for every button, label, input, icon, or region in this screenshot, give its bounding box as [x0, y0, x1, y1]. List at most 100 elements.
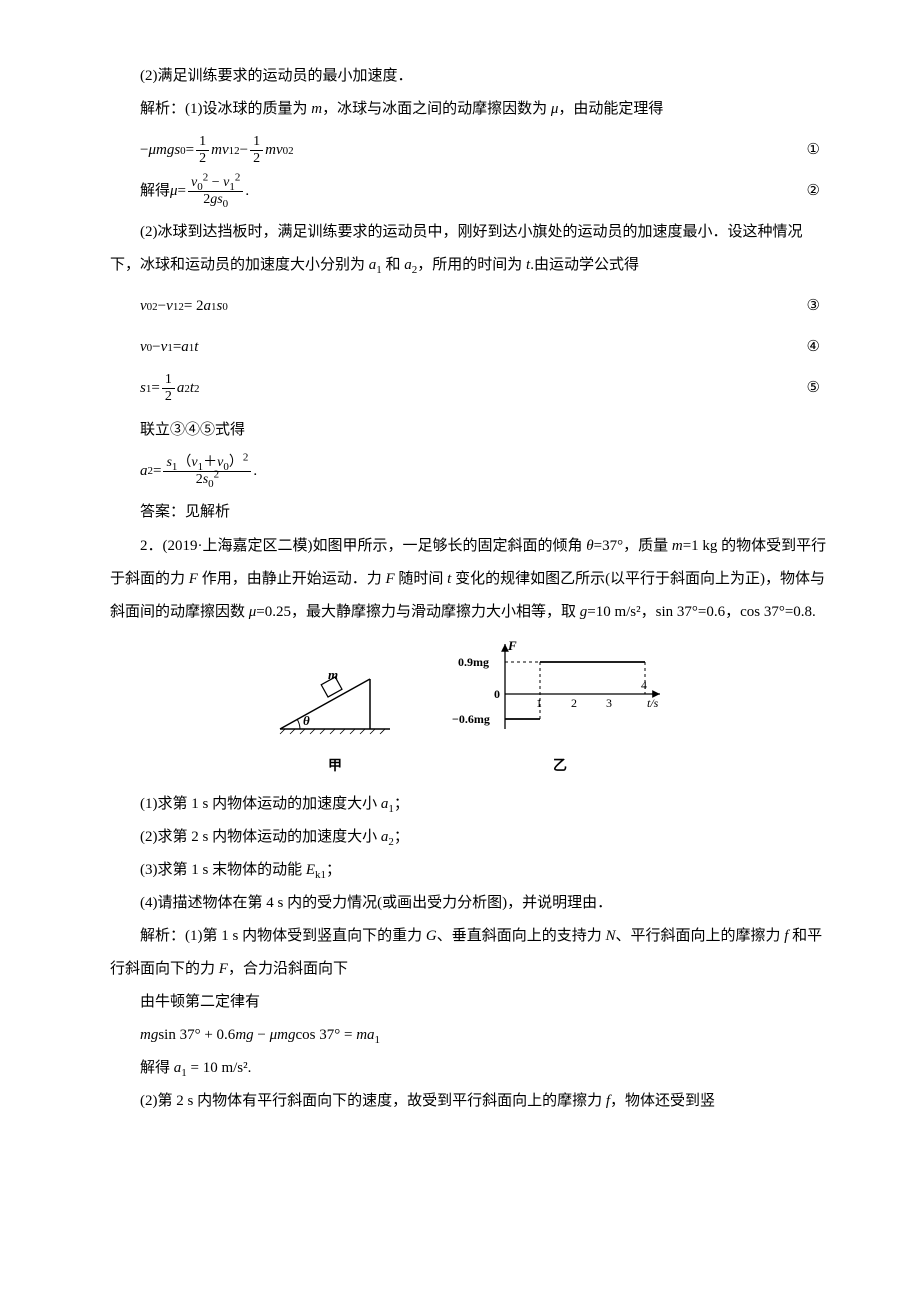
result-1: 解得 a1 = 10 m/s².: [110, 1052, 830, 1085]
minus: −: [208, 175, 223, 190]
fraction: 12: [250, 134, 263, 167]
subq-3: (3)求第 1 s 末物体的动能 Ek1；: [110, 854, 830, 887]
text: 、平行斜面向上的摩擦力: [615, 928, 784, 944]
eq-label: ③: [807, 290, 830, 323]
answer-line: 答案：见解析: [110, 496, 830, 529]
text: 解析：(1)设冰球的质量为: [140, 101, 311, 117]
v: v: [161, 331, 168, 364]
subq-4: (4)请描述物体在第 4 s 内的受力情况(或画出受力分析图)，并说明理由．: [110, 887, 830, 920]
fraction: 12: [162, 372, 175, 405]
sub: 1: [375, 1034, 381, 1046]
term: mv: [211, 134, 229, 167]
svg-text:m: m: [328, 667, 338, 682]
svg-text:θ: θ: [303, 713, 310, 728]
term: mg: [140, 1027, 158, 1043]
paragraph: (2)满足训练要求的运动员的最小加速度．: [110, 60, 830, 93]
dot: .: [245, 175, 249, 208]
svg-text:1: 1: [536, 696, 542, 710]
caption-yi: 乙: [450, 752, 670, 783]
eq: =: [153, 455, 161, 488]
text: 解得: [140, 175, 170, 208]
text: 和: [382, 257, 405, 273]
text: (1)求第 1 s 内物体运动的加速度大小: [140, 796, 381, 812]
sub: 0: [223, 198, 229, 210]
figure-jia: θ m 甲: [270, 659, 400, 783]
equation-2: 解得 μ = v02 − v12 2gs0 . ②: [110, 175, 830, 208]
text: = 10 m/s².: [187, 1060, 252, 1076]
v: v: [140, 290, 147, 323]
lp: （: [177, 455, 191, 470]
solution-1: 解析：(1)第 1 s 内物体受到竖直向下的重力 G、垂直斜面向上的支持力 N、…: [110, 920, 830, 986]
text: ，由动能定理得: [558, 101, 663, 117]
text: ，冰球与冰面之间的动摩擦因数为: [322, 101, 551, 117]
text: ，合力沿斜面向下: [228, 961, 348, 977]
var: N: [605, 928, 615, 944]
var: F: [219, 961, 228, 977]
var: m: [672, 538, 683, 554]
equation-6: a2 = s1（v1＋v0）2 2s02 .: [110, 455, 830, 488]
eq: =: [186, 134, 194, 167]
eq-label: ②: [807, 175, 830, 208]
var-mu: μ: [170, 175, 178, 208]
sup: 2: [243, 451, 249, 463]
eq-label: ⑤: [807, 372, 830, 405]
eq: =: [151, 372, 159, 405]
question-2: 2．(2019·上海嘉定区二模)如图甲所示，一足够长的固定斜面的倾角 θ=37°…: [110, 529, 830, 629]
a: a: [177, 372, 185, 405]
svg-text:0.9mg: 0.9mg: [458, 655, 489, 669]
a: a: [140, 455, 148, 488]
text: 随时间: [395, 571, 448, 587]
solution-2: (2)第 2 s 内物体有平行斜面向下的速度，故受到平行斜面向上的摩擦力 f，物…: [110, 1085, 830, 1118]
text: (2)求第 2 s 内物体运动的加速度大小: [140, 829, 381, 845]
var-m: m: [311, 101, 322, 117]
incline-diagram: θ m: [270, 659, 400, 739]
term: μmg: [270, 1027, 296, 1043]
eq-label: ④: [807, 331, 830, 364]
denominator: 2: [250, 151, 263, 167]
var: F: [189, 571, 198, 587]
text: cos 37° =: [296, 1027, 357, 1043]
var: G: [426, 928, 437, 944]
svg-text:F: F: [507, 639, 517, 653]
text: =10 m/s²，sin 37°=0.6，cos 37°=0.8.: [587, 604, 816, 620]
v: v: [140, 331, 147, 364]
dot: .: [253, 455, 257, 488]
s: s: [140, 372, 146, 405]
text: 解得: [140, 1060, 174, 1076]
n: 2: [196, 472, 203, 487]
text: ，物体还受到竖: [610, 1093, 715, 1109]
text: 2．(2019·: [140, 538, 203, 554]
numerator: v02 − v12: [188, 175, 243, 192]
eq: =: [173, 331, 181, 364]
numerator: 1: [162, 372, 175, 389]
sup: 2: [214, 468, 220, 480]
source: 上海嘉定区二模: [203, 537, 308, 554]
rp: ）: [229, 455, 243, 470]
var: a: [404, 257, 412, 273]
var: θ: [586, 538, 593, 554]
svg-text:−0.6mg: −0.6mg: [452, 712, 490, 726]
text: −: [254, 1027, 270, 1043]
term: μmgs: [148, 134, 180, 167]
equation-3: v02 − v12 = 2a1s0 ③: [110, 290, 830, 323]
denominator: 2: [162, 389, 175, 405]
numerator: 1: [250, 134, 263, 151]
denominator: 2gs0: [188, 192, 243, 208]
paragraph: 解析：(1)设冰球的质量为 m，冰球与冰面之间的动摩擦因数为 μ，由动能定理得: [110, 93, 830, 126]
eq-label: ①: [807, 134, 830, 167]
denominator: 2: [196, 151, 209, 167]
text: (3)求第 1 s 末物体的动能: [140, 862, 306, 878]
equation-5: s1 = 12 a2t2 ⑤: [110, 372, 830, 405]
minus: −: [158, 290, 166, 323]
svg-text:4: 4: [641, 678, 647, 692]
text: .由运动学公式得: [530, 257, 639, 273]
graph-diagram: F t/s 0.9mg 0 −0.6mg 1 2 3 4: [450, 639, 670, 739]
subq-1: (1)求第 1 s 内物体运动的加速度大小 a1；: [110, 788, 830, 821]
var: F: [385, 571, 394, 587]
figure-row: θ m 甲 F t/s 0.9mg: [110, 639, 830, 783]
svg-text:t/s: t/s: [647, 696, 659, 710]
v: v: [166, 290, 173, 323]
text: sin 37° + 0.6: [158, 1027, 235, 1043]
paragraph: 联立③④⑤式得: [110, 414, 830, 447]
numerator: s1（v1＋v0）2: [163, 455, 251, 472]
